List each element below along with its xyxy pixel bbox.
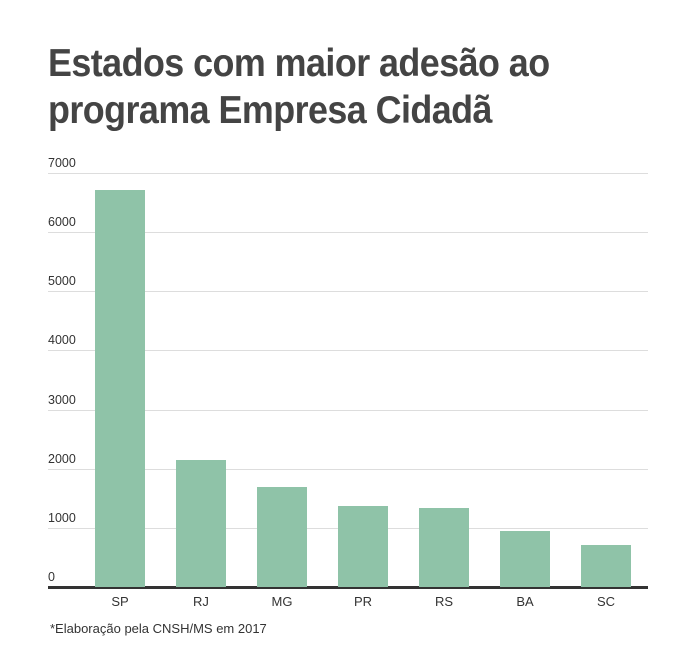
bar-sp — [95, 190, 145, 587]
bar-rs — [419, 507, 469, 587]
gridline — [48, 350, 648, 352]
x-tick-label: PR — [353, 594, 373, 609]
x-tick-label: SC — [596, 594, 616, 609]
y-tick-label: 2000 — [48, 451, 76, 466]
chart-title: Estados com maior adesão ao programa Emp… — [48, 42, 550, 132]
x-tick-label: SP — [111, 594, 129, 609]
y-tick-label: 5000 — [48, 274, 76, 289]
bar-pr — [338, 505, 388, 587]
gridline — [48, 291, 648, 293]
x-tick-label: RS — [434, 594, 454, 609]
gridline — [48, 409, 648, 411]
gridline — [48, 232, 648, 234]
bar-ba — [500, 530, 550, 587]
y-tick-label: 0 — [48, 570, 55, 584]
y-tick-label: 4000 — [48, 333, 76, 348]
gridline — [48, 173, 648, 174]
bar-mg — [257, 487, 307, 587]
y-tick-label: 6000 — [48, 215, 76, 230]
x-axis-line — [48, 586, 648, 589]
x-tick-label: BA — [516, 594, 534, 609]
bar-rj — [176, 459, 226, 587]
y-tick-label: 3000 — [48, 392, 76, 407]
y-tick-label: 7000 — [48, 156, 76, 170]
footnote: *Elaboração pela CNSH/MS em 2017 — [50, 621, 267, 636]
x-tick-label: RJ — [193, 594, 209, 609]
bar-sc — [581, 545, 631, 587]
x-tick-label: MG — [271, 594, 293, 609]
plot-area: 0 1000 2000 3000 4000 5000 6000 7000 — [48, 156, 648, 587]
gridline — [48, 468, 648, 470]
y-tick-label: 1000 — [48, 510, 76, 525]
